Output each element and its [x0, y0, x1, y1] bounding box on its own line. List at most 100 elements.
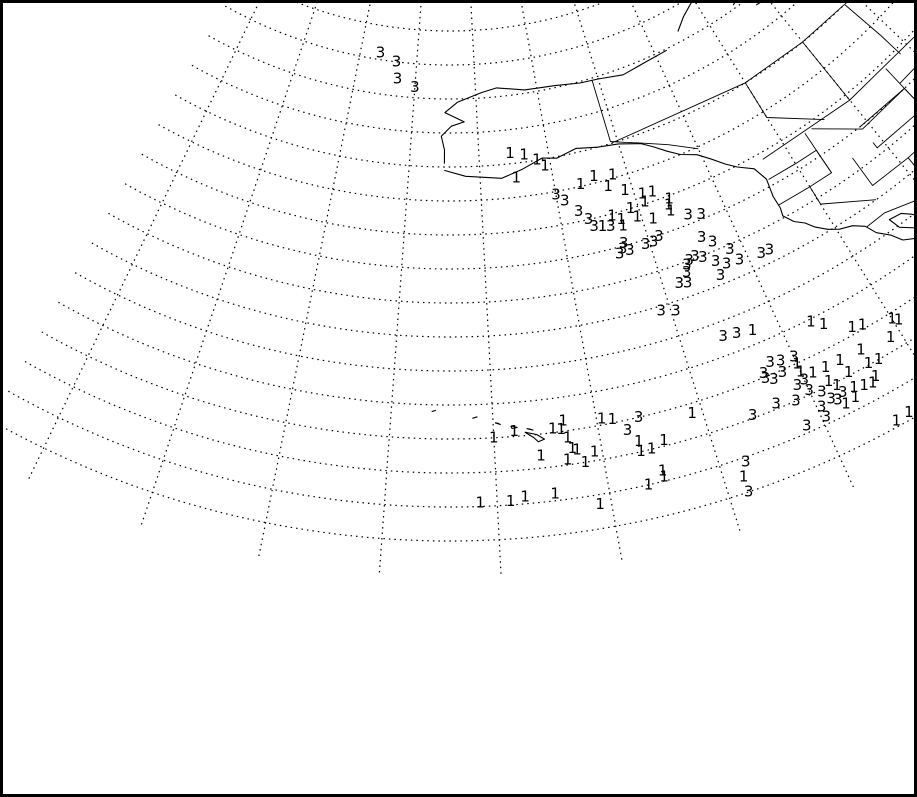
- station-marker: 1: [512, 169, 522, 187]
- station-marker: 1: [597, 409, 607, 427]
- border-line: [803, 42, 850, 100]
- border-line: [805, 133, 832, 173]
- border-line: [592, 81, 698, 149]
- station-marker: 3: [771, 395, 781, 413]
- station-marker: 1: [748, 321, 758, 339]
- station-marker: 3: [716, 266, 726, 284]
- coastline: [444, 144, 917, 240]
- station-marker: 1: [819, 315, 829, 333]
- station-markers: 333 31 1 1113 31 1 11 1 1 13 3 1 1 1 1313 111 111 3 3333 3 3…: [376, 43, 917, 513]
- station-marker: 1: [608, 410, 618, 428]
- border-line: [745, 83, 824, 120]
- station-marker: 1: [563, 451, 573, 469]
- station-marker: 1: [603, 177, 613, 195]
- station-marker: 1: [489, 428, 499, 446]
- station-marker: 3: [802, 416, 812, 434]
- coastline: [525, 432, 545, 442]
- parallel-line: [225, 0, 818, 65]
- parallel-line: [175, 0, 900, 167]
- station-marker: 3: [778, 363, 788, 381]
- station-marker: 3: [623, 421, 633, 439]
- coastline: [527, 429, 533, 431]
- graticule: [0, 0, 917, 574]
- border-line: [900, 39, 917, 83]
- meridian-line: [763, 0, 917, 184]
- parallel-line: [209, 0, 846, 99]
- meridian-line: [696, 0, 917, 359]
- station-marker: 1: [687, 404, 697, 422]
- parallel-line: [25, 123, 917, 473]
- station-marker: 1: [576, 175, 586, 193]
- station-marker: 1: [666, 201, 676, 219]
- parallel-line: [159, 0, 917, 201]
- station-marker: 1: [476, 494, 486, 512]
- station-marker: 1: [595, 495, 605, 513]
- station-marker: 1: [550, 485, 560, 503]
- station-marker: 1: [590, 442, 600, 460]
- station-marker: 3: [683, 273, 693, 291]
- station-marker: 1: [808, 364, 818, 382]
- station-marker: 3: [393, 70, 403, 88]
- station-marker: 1: [633, 208, 643, 226]
- coastline: [432, 410, 436, 411]
- station-marker: 3: [804, 381, 814, 399]
- station-marker: 3: [744, 483, 754, 501]
- station-marker: 3: [671, 302, 681, 320]
- meridian-line: [259, 0, 373, 556]
- station-marker: 3: [615, 244, 625, 262]
- parallel-line: [92, 42, 917, 337]
- coastline: [472, 417, 477, 419]
- station-marker: 1: [589, 167, 599, 185]
- station-marker: 3: [732, 324, 742, 342]
- coastline: [889, 162, 917, 237]
- parallel-line: [75, 62, 917, 371]
- station-marker: 1: [620, 181, 630, 199]
- station-marker: 3: [735, 251, 745, 269]
- station-marker: 3: [656, 301, 666, 319]
- station-marker: 1: [644, 475, 654, 493]
- border-line: [845, 4, 901, 54]
- station-marker: 1: [548, 420, 558, 438]
- station-marker: 3: [696, 205, 706, 223]
- station-marker: 1: [506, 492, 516, 510]
- station-marker: 1: [536, 446, 546, 464]
- station-marker: 3: [708, 233, 718, 251]
- station-marker: 3: [410, 78, 420, 96]
- border-line: [810, 187, 876, 204]
- station-marker: 1: [851, 388, 861, 406]
- station-marker: 1: [581, 453, 591, 471]
- station-marker: 1: [636, 442, 646, 460]
- station-marker: 1: [519, 146, 529, 164]
- station-marker: 1: [858, 315, 868, 333]
- coastline: [678, 0, 762, 32]
- station-marker: 3: [822, 408, 832, 426]
- station-marker: 3: [634, 408, 644, 426]
- parallel-line: [142, 0, 917, 235]
- station-marker: 1: [648, 210, 658, 228]
- station-marker: 1: [659, 431, 669, 449]
- station-marker: 1: [904, 403, 914, 421]
- station-marker: 1: [510, 422, 520, 440]
- station-marker: 1: [540, 156, 550, 174]
- coastline: [495, 423, 500, 425]
- station-marker: 3: [560, 191, 570, 209]
- station-marker: 3: [574, 202, 584, 220]
- station-marker: 3: [791, 391, 801, 409]
- meridian-line: [471, 0, 502, 574]
- station-marker: 3: [376, 43, 386, 61]
- station-marker: 3: [765, 240, 775, 258]
- parallel-line: [8, 143, 917, 507]
- border-line: [873, 108, 917, 148]
- station-marker: 3: [392, 52, 402, 70]
- coastline: [441, 50, 667, 163]
- border-line: [867, 134, 917, 227]
- station-marker: 3: [625, 241, 635, 259]
- station-marker: 1: [658, 462, 668, 480]
- station-marker: 1: [520, 488, 530, 506]
- station-marker: 1: [505, 144, 515, 162]
- station-marker: 3: [698, 248, 708, 266]
- station-marker: 1: [886, 328, 896, 346]
- station-marker: 3: [697, 228, 707, 246]
- station-marker: 3: [606, 217, 616, 235]
